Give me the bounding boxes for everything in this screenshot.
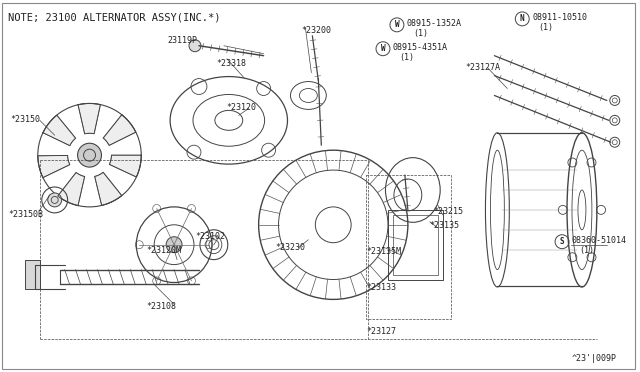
Text: (1): (1) bbox=[413, 29, 428, 38]
Text: *23108: *23108 bbox=[146, 302, 176, 311]
Text: *23120M: *23120M bbox=[146, 246, 181, 255]
Text: *23230: *23230 bbox=[276, 243, 305, 252]
Text: *23150B: *23150B bbox=[8, 210, 43, 219]
Text: (1): (1) bbox=[399, 53, 414, 62]
Circle shape bbox=[77, 143, 102, 167]
Polygon shape bbox=[78, 103, 100, 134]
Polygon shape bbox=[95, 172, 122, 205]
Polygon shape bbox=[43, 115, 76, 146]
Text: *23127: *23127 bbox=[366, 327, 396, 336]
Bar bbox=[388, 210, 443, 279]
Text: *23215: *23215 bbox=[434, 207, 464, 216]
Text: 08360-51014: 08360-51014 bbox=[572, 236, 627, 245]
Circle shape bbox=[166, 237, 182, 253]
Text: (1): (1) bbox=[538, 23, 553, 32]
Text: *23127A: *23127A bbox=[465, 62, 500, 72]
Text: N: N bbox=[520, 15, 525, 23]
Text: 08915-4351A: 08915-4351A bbox=[393, 43, 448, 52]
Text: (1): (1) bbox=[579, 246, 594, 255]
Bar bbox=[25, 260, 40, 289]
Text: W: W bbox=[395, 20, 399, 29]
Text: W: W bbox=[381, 44, 385, 53]
Bar bbox=[366, 175, 451, 319]
Circle shape bbox=[189, 40, 201, 52]
Text: *23135M: *23135M bbox=[366, 247, 401, 256]
Text: 08915-1352A: 08915-1352A bbox=[407, 19, 462, 28]
Text: *23135: *23135 bbox=[429, 221, 460, 230]
Text: *23133: *23133 bbox=[366, 283, 396, 292]
Circle shape bbox=[48, 193, 61, 207]
Bar bbox=[393, 215, 438, 275]
Polygon shape bbox=[38, 155, 70, 177]
Text: *23150: *23150 bbox=[10, 115, 40, 124]
Text: *23318: *23318 bbox=[217, 59, 247, 68]
Text: *23200: *23200 bbox=[301, 26, 332, 35]
Text: 23119P: 23119P bbox=[167, 36, 197, 45]
Text: *23102: *23102 bbox=[195, 232, 225, 241]
Polygon shape bbox=[109, 155, 141, 177]
Text: NOTE; 23100 ALTERNATOR ASSY(INC.*): NOTE; 23100 ALTERNATOR ASSY(INC.*) bbox=[8, 13, 220, 23]
Polygon shape bbox=[58, 173, 84, 206]
Polygon shape bbox=[103, 115, 136, 145]
Text: 08911-10510: 08911-10510 bbox=[532, 13, 587, 22]
Text: *23120: *23120 bbox=[227, 103, 257, 112]
Text: S: S bbox=[560, 237, 564, 246]
Text: ^23'|009P: ^23'|009P bbox=[572, 354, 617, 363]
